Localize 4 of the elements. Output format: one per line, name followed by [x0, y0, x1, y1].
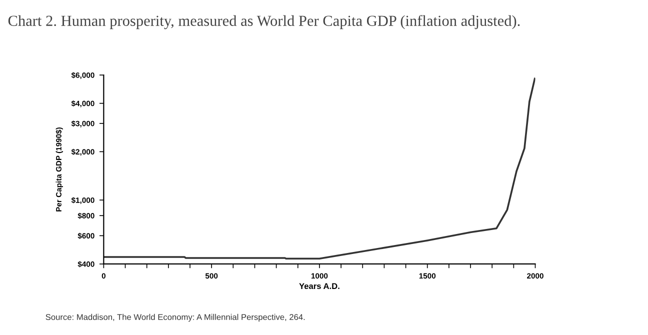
x-axis-title: Years A.D.	[299, 283, 340, 290]
source-note: Source: Maddison, The World Economy: A Millennial Perspective, 264.	[46, 314, 305, 322]
line-series	[104, 78, 536, 260]
chart-title: Chart 2. Human prosperity, measured as World Per Capita GDP (inflation adjusted).	[8, 15, 520, 30]
